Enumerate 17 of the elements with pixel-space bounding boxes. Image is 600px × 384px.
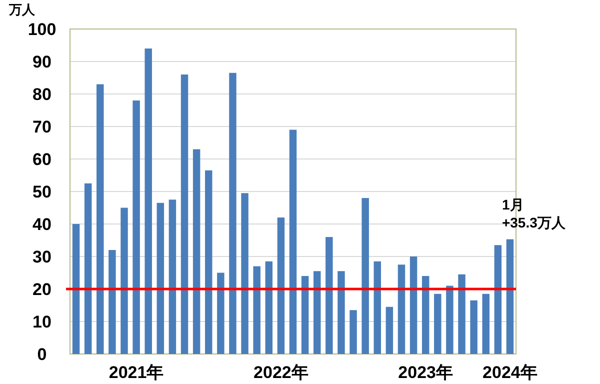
y-tick-label: 80 <box>32 85 52 104</box>
x-tick-label: 2022年 <box>254 363 308 382</box>
annotation: 1月 +35.3万人 <box>502 196 566 230</box>
y-tick-label: 40 <box>32 215 52 234</box>
y-tick-label: 30 <box>32 248 52 266</box>
y-tick-label: 10 <box>32 312 52 332</box>
y-tick-label: 100 <box>28 20 56 39</box>
x-tick-label: 2024年 <box>482 363 538 382</box>
y-tick-label: 50 <box>32 182 52 202</box>
y-tick-label: 60 <box>32 150 52 169</box>
x-tick-label: 2023年 <box>398 363 454 382</box>
y-tick-label: 90 <box>32 52 52 72</box>
y-tick-label: 70 <box>32 118 52 136</box>
x-tick-label: 2021年 <box>108 363 164 382</box>
y-tick-label: 0 <box>37 345 47 364</box>
y-tick-label: 20 <box>32 280 52 299</box>
y-axis-title: 万人 <box>8 2 36 17</box>
